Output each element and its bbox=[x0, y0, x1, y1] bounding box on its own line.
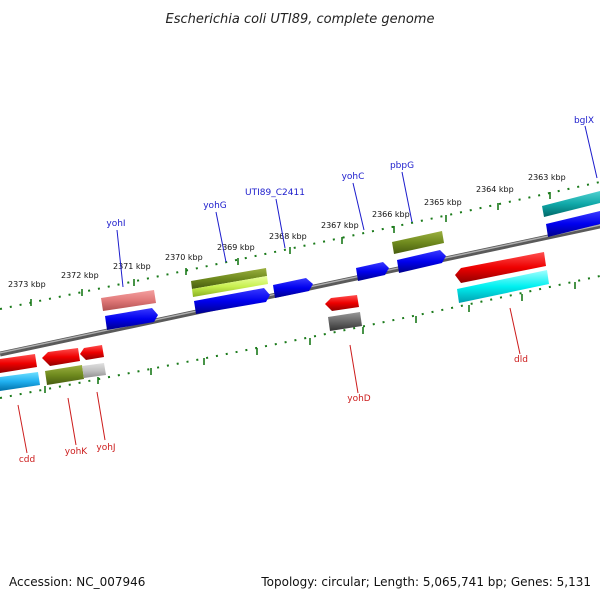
genome-summary-text: Topology: circular; Length: 5,065,741 bp… bbox=[260, 575, 591, 589]
gene-feature[interactable] bbox=[325, 295, 359, 311]
gene-feature[interactable] bbox=[101, 290, 156, 311]
gene-feature[interactable] bbox=[80, 345, 104, 360]
map-title: Escherichia coli UTI89, complete genome bbox=[166, 12, 435, 27]
tick-label: 2372 kbp bbox=[61, 271, 99, 280]
gene-feature[interactable] bbox=[455, 252, 546, 283]
gene-feature[interactable] bbox=[457, 270, 549, 303]
gene-feature[interactable] bbox=[356, 262, 389, 281]
label-leader bbox=[584, 125, 598, 179]
reverse-gene-labels: cdd yohK yohJ yohD dld bbox=[17, 307, 528, 465]
gene-feature[interactable] bbox=[42, 348, 80, 366]
gene-feature[interactable] bbox=[542, 191, 600, 217]
gene-feature[interactable] bbox=[45, 365, 84, 385]
tick-label: 2365 kbp bbox=[424, 198, 462, 207]
gene-label-yohJ[interactable]: yohJ bbox=[96, 443, 115, 453]
tick-label: 2371 kbp bbox=[113, 262, 151, 271]
gene-feature[interactable] bbox=[105, 308, 158, 330]
gene-label-dld[interactable]: dld bbox=[514, 355, 528, 365]
gene-feature[interactable] bbox=[273, 278, 313, 298]
gene-feature[interactable] bbox=[192, 276, 268, 297]
label-leader bbox=[401, 171, 413, 223]
tick-label: 2364 kbp bbox=[476, 185, 514, 194]
gene-label-yohG[interactable]: yohG bbox=[203, 201, 227, 211]
gene-label-pbpG[interactable]: pbpG bbox=[390, 161, 414, 171]
tick-label: 2370 kbp bbox=[165, 253, 203, 262]
tick-label: 2363 kbp bbox=[528, 173, 566, 182]
forward-gene-labels: yohI yohG UTI89_C2411 yohC pbpG bglX bbox=[106, 116, 598, 288]
gene-feature[interactable] bbox=[0, 372, 40, 391]
major-ticks bbox=[30, 192, 576, 393]
reverse-features bbox=[0, 252, 549, 391]
gene-feature[interactable] bbox=[328, 312, 362, 331]
gene-feature[interactable] bbox=[82, 363, 106, 378]
gene-feature[interactable] bbox=[546, 211, 600, 237]
tick-label: 2366 kbp bbox=[372, 210, 410, 219]
gene-label-yohC[interactable]: yohC bbox=[342, 172, 365, 182]
label-leader bbox=[349, 344, 359, 394]
gene-label-yohD[interactable]: yohD bbox=[347, 394, 371, 404]
gene-label-UTI89_C2411[interactable]: UTI89_C2411 bbox=[245, 188, 305, 198]
label-leader bbox=[116, 229, 124, 288]
label-leader bbox=[67, 397, 77, 446]
tick-label: 2368 kbp bbox=[269, 232, 307, 241]
gene-feature[interactable] bbox=[191, 268, 267, 289]
gene-label-cdd[interactable]: cdd bbox=[19, 455, 35, 465]
gene-feature[interactable] bbox=[397, 250, 446, 273]
label-leader bbox=[352, 182, 365, 231]
label-leader bbox=[275, 198, 286, 249]
gene-feature[interactable] bbox=[392, 231, 444, 254]
gene-feature[interactable] bbox=[194, 288, 270, 314]
gene-label-yohK[interactable]: yohK bbox=[65, 447, 89, 457]
gene-label-yohI[interactable]: yohI bbox=[106, 219, 125, 229]
forward-features bbox=[101, 191, 600, 330]
gene-feature[interactable] bbox=[0, 354, 37, 373]
label-leader bbox=[509, 307, 521, 355]
tick-labels: 2373 kbp 2372 kbp 2371 kbp 2370 kbp 2369… bbox=[8, 173, 566, 289]
accession-text: Accession: NC_007946 bbox=[9, 575, 145, 589]
gene-label-bglX[interactable]: bglX bbox=[574, 116, 594, 126]
tick-label: 2369 kbp bbox=[217, 243, 255, 252]
tick-label: 2373 kbp bbox=[8, 280, 46, 289]
tick-label: 2367 kbp bbox=[321, 221, 359, 230]
label-leader bbox=[17, 404, 28, 454]
label-leader bbox=[96, 391, 106, 441]
label-leader bbox=[215, 211, 227, 263]
